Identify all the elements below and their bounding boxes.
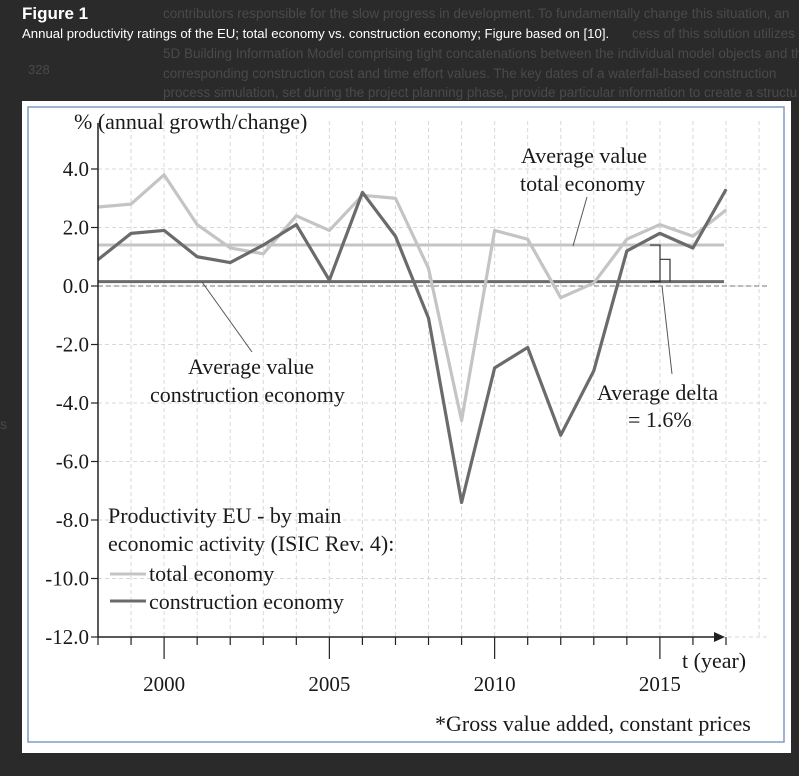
y-tick-label--8: -8.0 (56, 508, 89, 532)
legend-title-1: Productivity EU - by main (108, 503, 341, 528)
x-axis-label: t (year) (682, 648, 746, 673)
point-total-2003 (262, 253, 265, 255)
annotation-avg-construction-leader (201, 281, 253, 353)
background-text-line-5: process simulation, set during the proje… (163, 85, 798, 100)
annotation-delta-leader (661, 285, 673, 375)
edge-text-s: s (0, 416, 7, 432)
point-construction-2011 (526, 346, 529, 349)
series-lines (97, 173, 728, 505)
annotation-avg-construction-2: construction economy (150, 382, 345, 407)
y-tick-label--6: -6.0 (56, 450, 89, 474)
point-construction-2010 (493, 367, 496, 369)
x-tick-label-2000: 2000 (143, 672, 185, 696)
annotation-avg-total-1: Average value (521, 143, 647, 168)
point-total-2017 (725, 209, 727, 211)
background-text-line-1: contributors responsible for the slow pr… (163, 6, 790, 21)
x-tick-label-2015: 2015 (639, 672, 681, 696)
page-number: 328 (28, 62, 50, 77)
series-line-construction (97, 188, 728, 505)
point-total-2000 (163, 174, 165, 176)
annotation-avg-total-leader (572, 196, 588, 247)
point-construction-2014 (626, 250, 628, 252)
point-construction-2000 (163, 229, 165, 232)
legend-label-total: total economy (149, 561, 274, 586)
chart-panel: 4.0 2.0 0.0 -2.0 -4.0 -6.0 -8.0 -10.0 -12.0 2000 2… (22, 101, 791, 753)
background-text-line-4: corresponding construction cost and time… (163, 66, 777, 81)
y-tick-label-0: 0.0 (63, 274, 89, 298)
delta-bracket (650, 244, 671, 283)
point-construction-2008 (427, 317, 430, 319)
x-tick-label-2005: 2005 (308, 672, 350, 696)
y-tick-label--2: -2.0 (56, 333, 89, 357)
gridlines (97, 121, 767, 638)
point-construction-2001 (196, 255, 198, 258)
point-total-2014 (626, 238, 628, 240)
y-tick-label--12: -12.0 (45, 625, 89, 649)
legend-label-construction: construction economy (149, 589, 344, 614)
point-total-2015 (659, 223, 661, 226)
axes: 4.0 2.0 0.0 -2.0 -4.0 -6.0 -8.0 -10.0 -12.0 2000 2… (45, 123, 727, 696)
point-total-2013 (592, 282, 595, 284)
footnote: *Gross value added, constant prices (435, 711, 751, 736)
point-construction-2006 (361, 191, 364, 194)
point-total-1999 (130, 203, 132, 205)
point-construction-2017 (725, 188, 727, 191)
point-construction-2009 (460, 501, 463, 504)
chart-frame (27, 106, 785, 743)
point-total-2004 (295, 215, 298, 217)
point-total-2002 (229, 247, 232, 249)
point-construction-2007 (394, 235, 397, 238)
point-construction-2004 (295, 223, 298, 226)
y-axis-label: % (annual growth/change) (74, 109, 307, 134)
point-total-2016 (692, 235, 694, 238)
point-total-2008 (427, 267, 430, 270)
annotation-delta-1: Average delta (597, 380, 718, 405)
point-construction-2002 (229, 261, 232, 264)
annotation-delta-2: = 1.6% (628, 407, 692, 432)
productivity-chart: 4.0 2.0 0.0 -2.0 -4.0 -6.0 -8.0 -10.0 -12.0 2000 2… (27, 106, 785, 743)
point-construction-2003 (262, 244, 265, 246)
y-tick-label--10: -10.0 (45, 567, 89, 591)
annotation-avg-total-2: total economy (520, 171, 645, 196)
y-tick-label-4: 4.0 (63, 157, 89, 181)
point-total-2005 (328, 229, 331, 232)
point-construction-2015 (659, 232, 661, 235)
x-tick-label-2010: 2010 (474, 672, 516, 696)
point-total-2001 (196, 223, 198, 226)
y-tick-label-2: 2.0 (63, 216, 89, 240)
figure-label: Figure 1 (22, 4, 89, 23)
background-text-line-3: 5D Building Information Model comprising… (163, 46, 799, 61)
point-construction-1999 (130, 232, 132, 235)
point-construction-2013 (592, 370, 595, 372)
point-construction-2016 (692, 247, 694, 249)
point-total-2009 (460, 419, 463, 422)
point-total-2012 (559, 296, 562, 299)
point-total-2007 (394, 197, 397, 200)
x-axis-arrow (714, 632, 725, 642)
legend-title-2: economic activity (ISIC Rev. 4): (108, 531, 394, 556)
background-caption-tail: cess of this solution utilizes a (632, 26, 799, 41)
figure-caption: Annual productivity ratings of the EU; t… (22, 26, 613, 41)
point-construction-2012 (559, 434, 562, 436)
annotation-avg-construction-1: Average value (188, 354, 314, 379)
series-line-total (97, 173, 727, 423)
point-construction-2005 (328, 279, 331, 281)
y-tick-label--4: -4.0 (56, 391, 89, 415)
point-total-2010 (493, 229, 496, 232)
point-total-2011 (526, 238, 529, 240)
